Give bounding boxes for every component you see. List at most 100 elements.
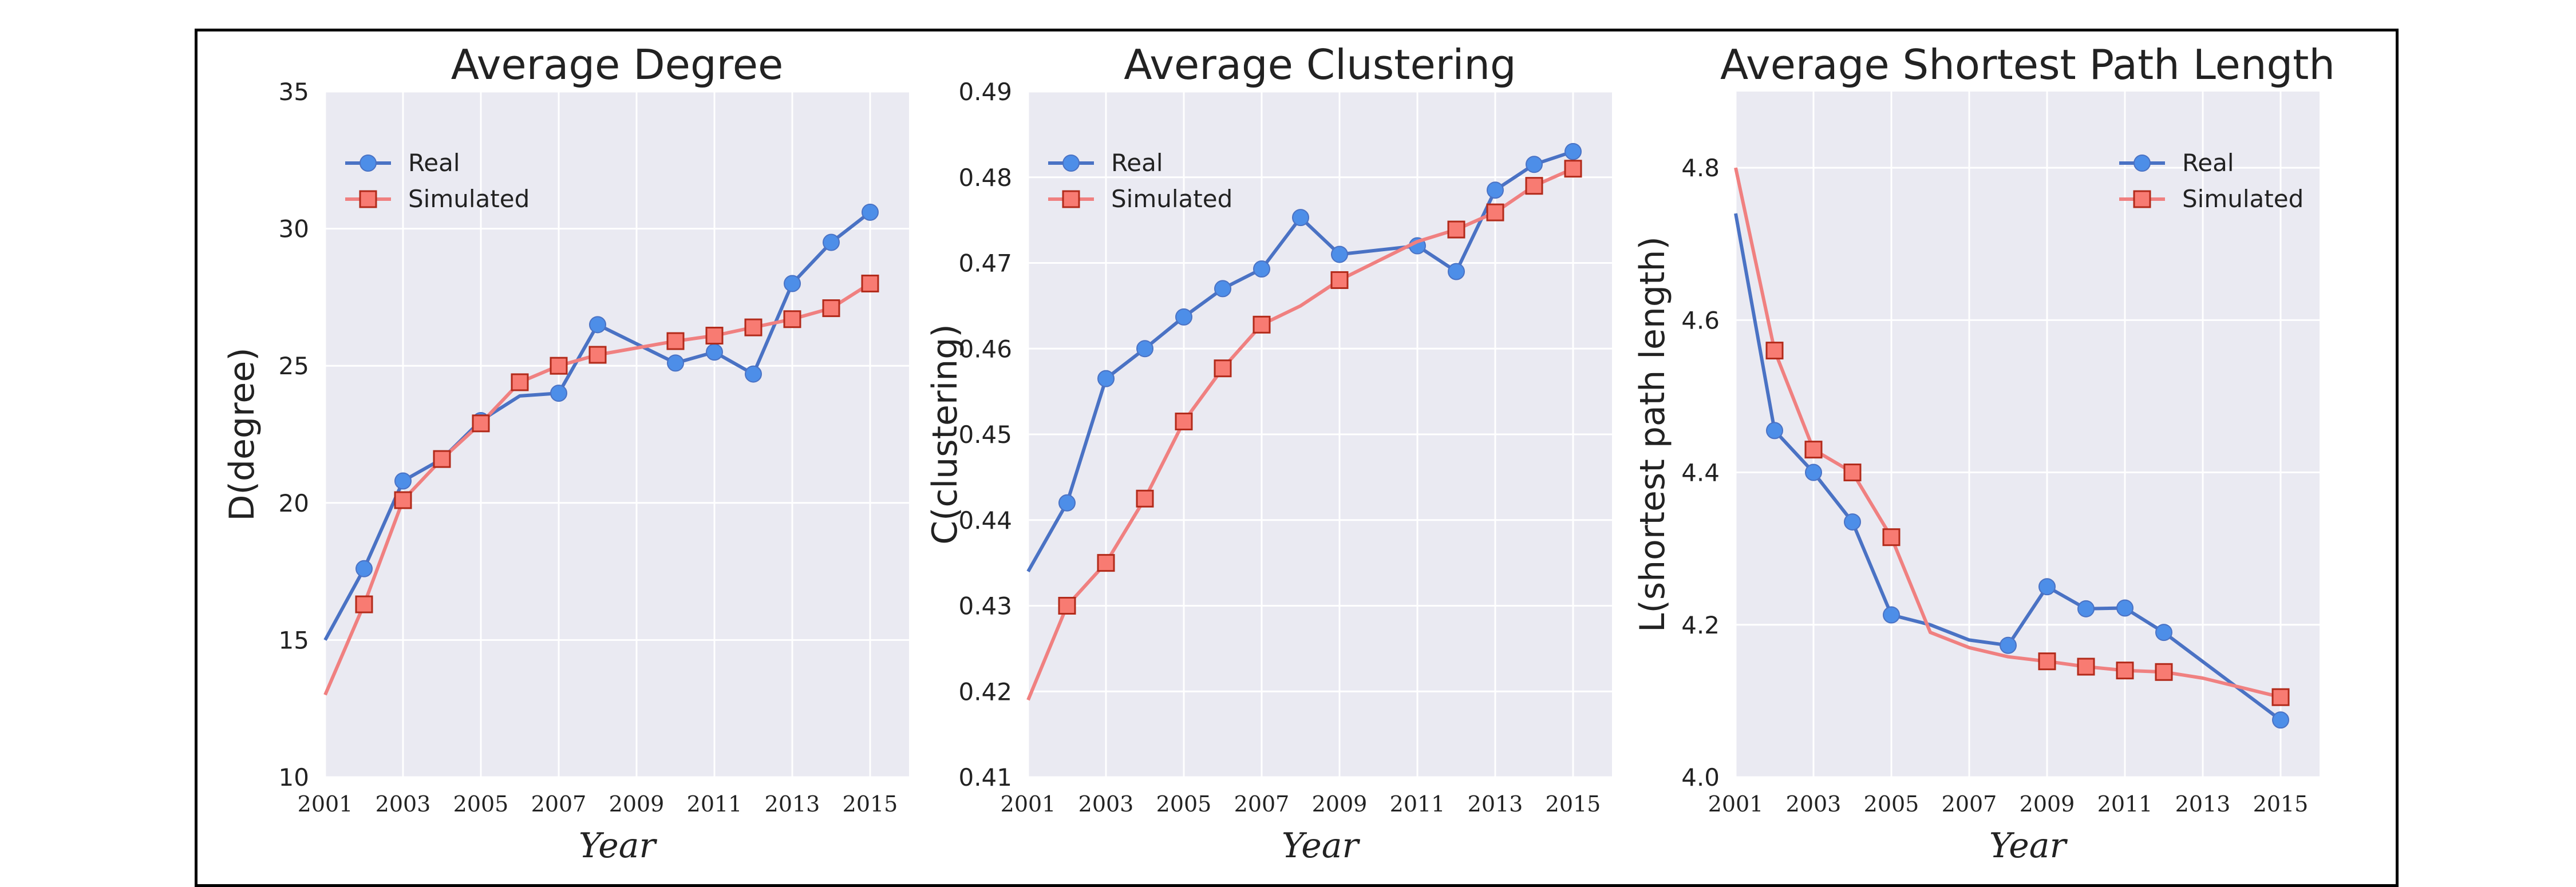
x-tick-label: 2015 — [843, 791, 898, 817]
y-tick-label: 30 — [279, 215, 309, 243]
data-point-simulated — [550, 357, 568, 375]
x-tick-label: 2005 — [453, 791, 509, 817]
x-tick-label: 2009 — [609, 791, 665, 817]
y-axis-label: C(clustering) — [925, 324, 965, 545]
data-point-simulated — [588, 346, 607, 364]
data-point-real — [745, 365, 762, 383]
y-tick-label: 4.8 — [1681, 154, 1720, 182]
y-tick-label: 4.0 — [1681, 763, 1720, 791]
data-point-real — [550, 385, 567, 402]
x-tick-label: 2001 — [1708, 791, 1764, 817]
y-tick-label: 0.45 — [958, 421, 1012, 449]
legend-marker-real — [2134, 155, 2151, 172]
figure: 10 15 20 25 30 35 2001 2003 2005 2007 2009 2011 2013… — [222, 41, 2335, 866]
y-axis-label: D(degree) — [222, 347, 262, 521]
x-tick-label: 2001 — [298, 791, 353, 817]
x-tick-label: 2011 — [687, 791, 742, 817]
legend-label-real: Real — [1111, 149, 1163, 177]
x-tick-label: 2015 — [1546, 791, 1601, 817]
data-point-simulated — [822, 299, 840, 318]
data-point-real — [823, 233, 840, 251]
data-point-real — [589, 316, 606, 334]
data-point-simulated — [1058, 597, 1076, 615]
data-point-real — [2272, 711, 2289, 729]
legend-marker-simulated — [2133, 190, 2151, 208]
data-point-real — [1526, 156, 1543, 173]
data-point-real — [1253, 260, 1270, 278]
y-tick-label: 0.49 — [958, 78, 1012, 106]
y-tick-label: 0.41 — [958, 763, 1012, 791]
y-tick-label: 0.46 — [958, 335, 1012, 363]
y-tick-label: 0.48 — [958, 164, 1012, 192]
data-point-simulated — [433, 450, 451, 468]
x-tick-label: 2007 — [1942, 791, 1997, 817]
data-point-simulated — [705, 326, 724, 344]
legend-label-simulated: Simulated — [1111, 185, 1232, 213]
x-tick-label: 2005 — [1156, 791, 1212, 817]
data-point-real — [1097, 370, 1115, 387]
x-tick-label: 2009 — [1312, 791, 1368, 817]
data-point-real — [1448, 263, 1465, 280]
data-point-real — [1883, 606, 1900, 624]
x-axis-label: Year — [579, 826, 658, 866]
data-point-real — [1175, 308, 1192, 326]
data-point-simulated — [1253, 315, 1271, 334]
data-point-real — [1058, 494, 1076, 512]
data-point-simulated — [1804, 441, 1823, 459]
chart-title: Average Degree — [451, 41, 784, 89]
data-point-simulated — [2116, 662, 2134, 680]
x-tick-label: 2007 — [1234, 791, 1290, 817]
data-point-real — [1331, 245, 1348, 263]
x-tick-label: 2015 — [2253, 791, 2309, 817]
data-point-simulated — [1843, 464, 1862, 482]
x-tick-label: 2013 — [765, 791, 820, 817]
data-point-simulated — [1564, 160, 1582, 178]
y-tick-label: 4.4 — [1681, 459, 1720, 487]
data-point-simulated — [1447, 220, 1465, 239]
data-point-simulated — [1330, 271, 1349, 289]
data-point-simulated — [2077, 658, 2095, 676]
legend: Real Simulated — [1048, 149, 1232, 213]
data-point-simulated — [783, 310, 801, 328]
chart-panel-2: 0.41 0.42 0.43 0.44 0.45 0.46 0.47 0.48 0.49 2001… — [925, 41, 1612, 866]
data-point-real — [667, 354, 684, 372]
legend-label-simulated: Simulated — [408, 185, 530, 213]
data-point-simulated — [394, 491, 412, 509]
data-point-real — [784, 275, 801, 292]
x-tick-label: 2013 — [1468, 791, 1523, 817]
data-point-simulated — [1882, 528, 1901, 547]
data-point-real — [394, 472, 412, 490]
data-point-real — [1214, 280, 1231, 298]
x-tick-label: 2007 — [531, 791, 587, 817]
x-tick-label: 2003 — [1786, 791, 1842, 817]
data-point-real — [1292, 209, 1309, 227]
legend-label-real: Real — [408, 149, 460, 177]
y-tick-label: 10 — [279, 763, 309, 791]
data-point-simulated — [744, 318, 762, 336]
data-point-simulated — [861, 274, 879, 292]
data-point-simulated — [1525, 177, 1543, 195]
x-tick-label: 2001 — [1001, 791, 1056, 817]
data-point-simulated — [2155, 663, 2173, 681]
x-tick-label: 2009 — [2020, 791, 2075, 817]
chart-panel-1: 10 15 20 25 30 35 2001 2003 2005 2007 2009 2011 2013… — [222, 41, 909, 866]
y-tick-label: 0.43 — [958, 592, 1012, 620]
legend-marker-real — [359, 155, 377, 172]
chart-title: Average Shortest Path Length — [1720, 41, 2335, 89]
data-point-simulated — [1175, 413, 1193, 431]
data-point-real — [1844, 513, 1861, 531]
legend-marker-simulated — [359, 190, 377, 208]
data-point-real — [1805, 464, 1822, 481]
x-tick-label: 2013 — [2175, 791, 2231, 817]
data-point-simulated — [511, 373, 529, 391]
data-point-simulated — [666, 332, 685, 350]
data-point-simulated — [1214, 359, 1232, 378]
x-tick-label: 2003 — [1078, 791, 1134, 817]
x-tick-label: 2011 — [2097, 791, 2153, 817]
y-tick-label: 25 — [279, 352, 309, 380]
legend: Real Simulated — [2119, 149, 2304, 213]
data-point-simulated — [1765, 342, 1784, 360]
x-axis-label: Year — [1989, 826, 2068, 866]
y-tick-label: 4.6 — [1681, 306, 1720, 334]
plot-area — [325, 92, 909, 777]
